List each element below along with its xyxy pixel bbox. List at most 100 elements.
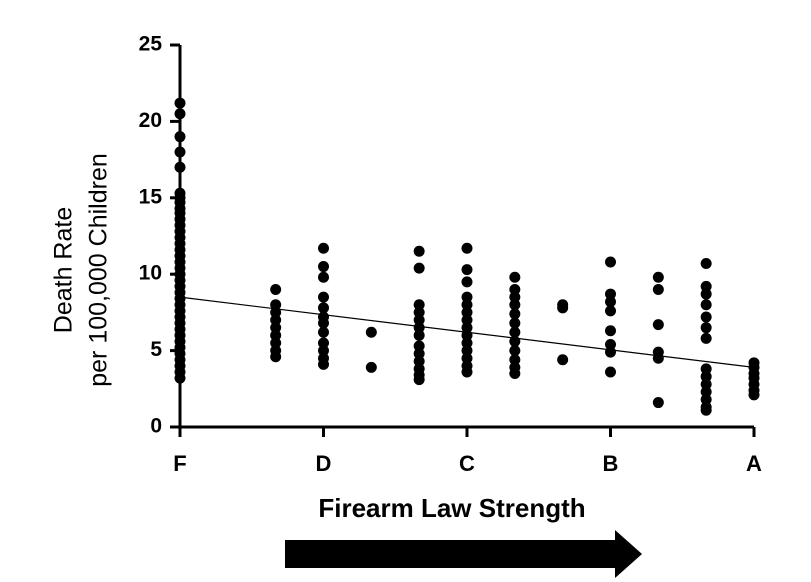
point xyxy=(748,389,760,401)
point xyxy=(413,374,425,386)
point xyxy=(270,283,282,295)
point xyxy=(605,256,616,268)
point xyxy=(174,161,186,173)
point xyxy=(652,397,664,409)
point xyxy=(652,352,664,364)
x-tick-label: B xyxy=(603,451,619,476)
point xyxy=(174,146,186,158)
point xyxy=(605,346,616,358)
y-tick-label: 20 xyxy=(139,109,162,132)
point xyxy=(700,258,712,270)
point xyxy=(174,131,186,143)
point xyxy=(270,351,282,363)
point xyxy=(700,332,712,344)
point xyxy=(461,337,473,349)
point xyxy=(413,306,425,318)
point xyxy=(700,393,712,405)
point xyxy=(652,319,664,331)
point xyxy=(318,358,329,370)
point xyxy=(509,326,521,338)
point xyxy=(700,404,712,416)
trend-line xyxy=(179,296,755,369)
point xyxy=(700,378,712,390)
point xyxy=(413,245,425,257)
point xyxy=(413,314,425,326)
point xyxy=(509,291,521,303)
point xyxy=(605,325,616,337)
point xyxy=(509,299,521,311)
point xyxy=(461,276,473,288)
point xyxy=(509,308,521,320)
point xyxy=(700,311,712,323)
point xyxy=(700,288,712,300)
point xyxy=(461,345,473,357)
point xyxy=(605,296,616,308)
point xyxy=(318,345,329,357)
point xyxy=(270,299,282,311)
point xyxy=(413,262,425,274)
point xyxy=(461,366,473,378)
point xyxy=(605,366,616,378)
point xyxy=(461,242,473,254)
point xyxy=(509,271,521,283)
point xyxy=(461,306,473,318)
point xyxy=(509,345,521,357)
point xyxy=(318,337,329,349)
point xyxy=(509,317,521,329)
point xyxy=(270,337,282,349)
y-tick-label: 25 xyxy=(139,33,163,56)
point xyxy=(318,271,329,283)
point xyxy=(461,291,473,303)
y-tick-label: 10 xyxy=(139,262,162,285)
point xyxy=(605,288,616,300)
point xyxy=(509,283,521,295)
y-axis-label: Death Rate xyxy=(50,207,78,333)
point xyxy=(413,348,425,360)
point xyxy=(318,326,329,338)
point xyxy=(700,363,712,375)
arrow xyxy=(285,530,642,578)
point xyxy=(365,326,377,338)
point xyxy=(461,264,473,276)
point xyxy=(605,305,616,317)
point xyxy=(318,302,329,314)
point xyxy=(509,368,521,380)
point xyxy=(413,322,425,334)
point xyxy=(461,352,473,364)
point xyxy=(605,338,616,350)
point xyxy=(700,280,712,292)
y-tick-label: 0 xyxy=(150,415,162,438)
point xyxy=(174,97,186,109)
point xyxy=(270,322,282,334)
point xyxy=(509,354,521,366)
point xyxy=(557,302,569,314)
x-axis-label: Firearm Law Strength xyxy=(318,493,585,523)
point xyxy=(318,317,329,329)
x-tick-label: F xyxy=(173,451,186,476)
x-tick-label: A xyxy=(746,451,762,476)
point xyxy=(652,283,664,295)
point xyxy=(461,299,473,311)
point xyxy=(413,329,425,341)
point xyxy=(700,386,712,398)
point xyxy=(413,340,425,352)
point xyxy=(318,242,329,254)
point xyxy=(318,291,329,303)
point xyxy=(557,354,569,366)
y-tick-label: 15 xyxy=(139,185,163,208)
y-tick-label: 5 xyxy=(150,338,162,361)
point xyxy=(174,108,186,120)
point xyxy=(318,261,329,273)
x-tick-label: D xyxy=(316,451,332,476)
point xyxy=(652,271,664,283)
y-axis-label: per 100,000 Children xyxy=(85,153,113,387)
point xyxy=(700,371,712,383)
point xyxy=(700,322,712,334)
point xyxy=(413,299,425,311)
point xyxy=(461,322,473,334)
point xyxy=(174,372,186,384)
point xyxy=(270,314,282,326)
point xyxy=(365,361,377,373)
